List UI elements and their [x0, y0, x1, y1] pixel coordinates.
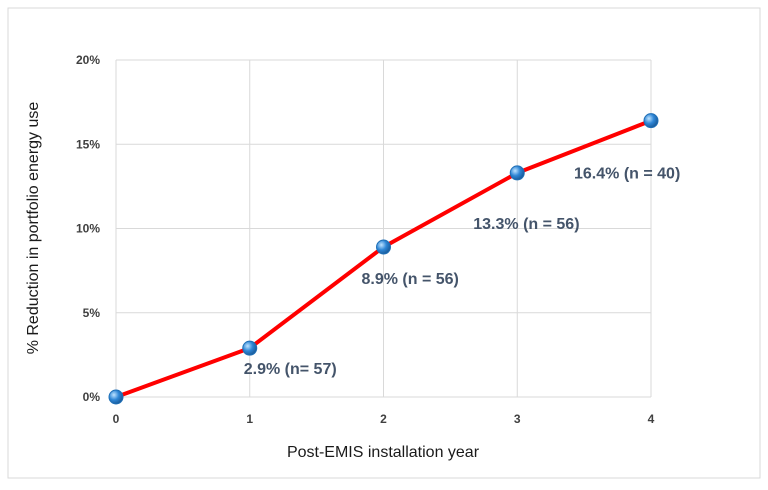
data-label: 8.9% (n = 56) [362, 271, 459, 288]
y-tick-label: 10% [76, 222, 100, 236]
x-axis-title: Post-EMIS installation year [287, 444, 480, 461]
data-labels: 2.9% (n= 57) 8.9% (n = 56) 13.3% (n = 56) 1… [244, 166, 681, 378]
tick-labels: 0% 5% 10% 15% 20% 0 1 2 3 4 [76, 53, 655, 426]
x-tick-label: 4 [648, 412, 655, 426]
data-label: 16.4% (n = 40) [574, 166, 680, 183]
y-tick-label: 0% [83, 390, 101, 404]
x-tick-label: 3 [514, 412, 521, 426]
data-point-marker [376, 239, 391, 255]
data-point-marker [108, 389, 124, 405]
data-point-marker [242, 340, 258, 356]
data-point-marker [509, 165, 525, 181]
data-label: 2.9% (n= 57) [244, 361, 337, 378]
y-axis-title: % Reduction in portfolio energy use [25, 102, 42, 355]
y-tick-label: 20% [76, 53, 100, 67]
x-tick-label: 0 [113, 412, 120, 426]
x-tick-label: 1 [246, 412, 253, 426]
y-tick-label: 15% [76, 137, 100, 151]
markers [108, 113, 659, 405]
data-label: 13.3% (n = 56) [473, 216, 579, 233]
y-tick-label: 5% [83, 306, 101, 320]
data-point-marker [643, 113, 659, 129]
x-tick-label: 2 [380, 412, 387, 426]
